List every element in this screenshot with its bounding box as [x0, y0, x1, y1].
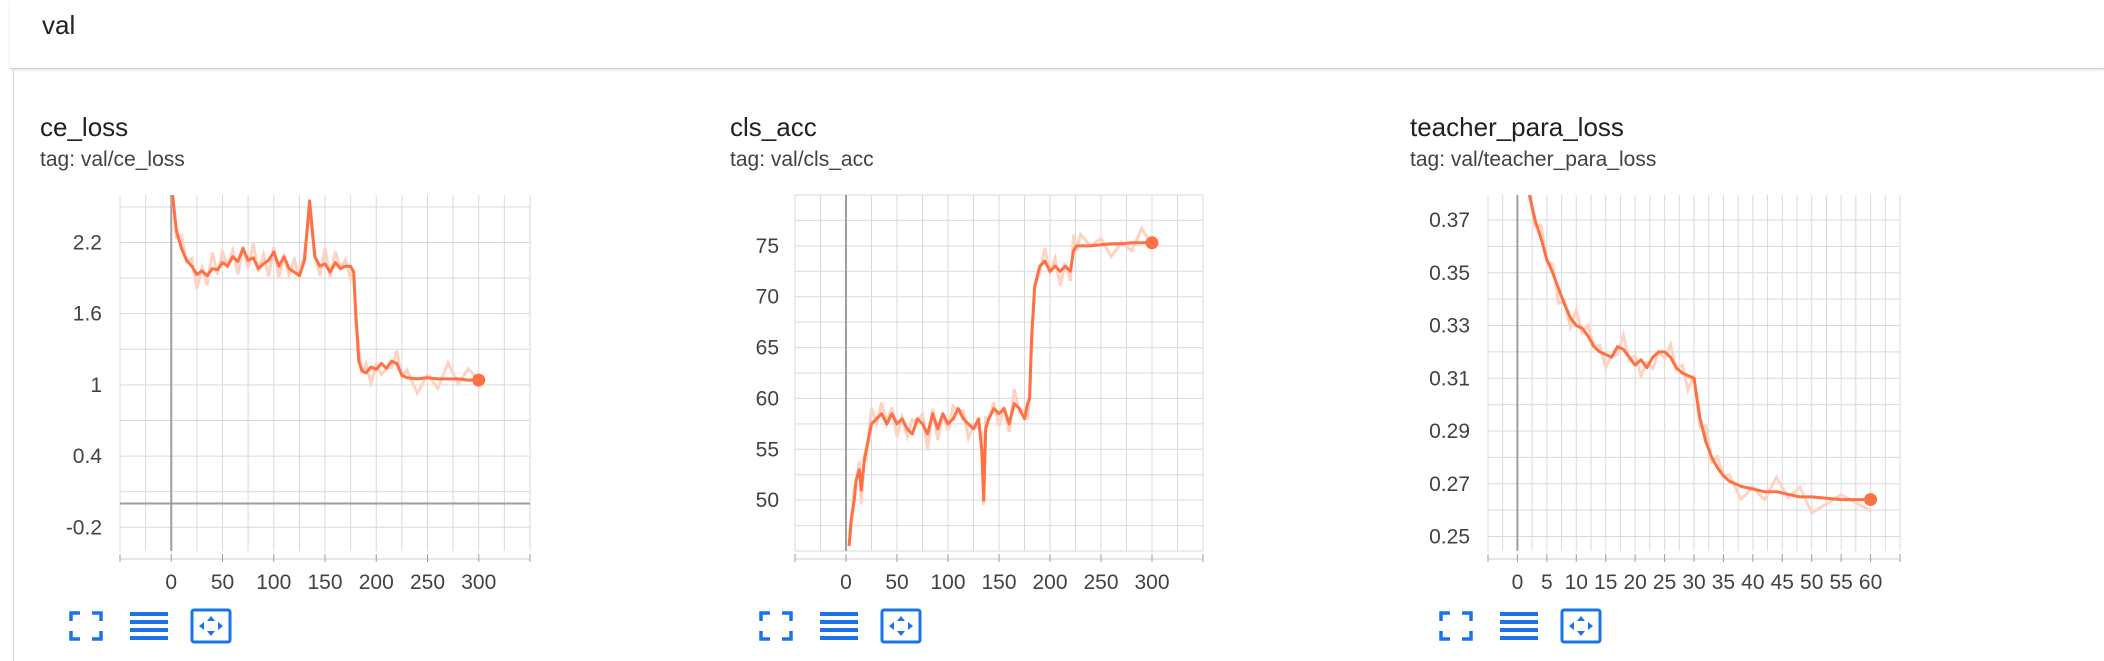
x-tick-label: 50 [211, 571, 234, 594]
y-tick-label: 1.6 [73, 303, 102, 326]
x-tick-label: 60 [1859, 571, 1882, 594]
y-tick-label: 0.37 [1429, 209, 1470, 232]
x-tick-label: 50 [885, 571, 908, 594]
x-tick-label: 5 [1541, 571, 1553, 594]
x-tick-label: 10 [1565, 571, 1588, 594]
chart-card-ce-loss: ce_loss tag: val/ce_loss 0 50 100 150 200 250… [40, 70, 730, 661]
fullscreen-button[interactable] [1435, 608, 1477, 644]
x-tick-label: 20 [1623, 571, 1646, 594]
fit-domain-icon [190, 608, 232, 644]
y-tick-label: 0.33 [1429, 315, 1470, 338]
x-tick-label: 150 [981, 571, 1016, 594]
y-tick-label: 60 [756, 387, 779, 410]
x-tick-label: 250 [410, 571, 445, 594]
x-tick-label: 25 [1653, 571, 1676, 594]
y-tick-label: -0.2 [66, 516, 102, 539]
fullscreen-icon [69, 611, 103, 641]
x-tick-label: 55 [1829, 571, 1852, 594]
fullscreen-icon [1439, 611, 1473, 641]
x-tick-label: 100 [930, 571, 965, 594]
toggle-data-button[interactable] [818, 608, 860, 644]
card-tag: tag: val/cls_acc [730, 148, 874, 171]
y-tick-label: 70 [756, 286, 779, 309]
y-tick-label: 65 [756, 337, 779, 360]
x-tick-label: 40 [1741, 571, 1764, 594]
x-tick-label: 50 [1800, 571, 1823, 594]
fit-domain-icon [1560, 608, 1602, 644]
chart-card-cls-acc: cls_acc tag: val/cls_acc 0 50 100 150 200 250… [730, 70, 1420, 661]
fit-domain-button[interactable] [1560, 608, 1602, 644]
series-line [847, 241, 1152, 547]
x-tick-label: 0 [165, 571, 177, 594]
x-tick-label: 100 [256, 571, 291, 594]
line-chart[interactable]: 0 50 100 150 200 250 300 -0.2 0.4 1 1.6 2.2 [40, 70, 730, 594]
line-chart[interactable]: 0 50 100 150 200 250 300 50 55 60 65 70 75 [730, 70, 1420, 594]
series-raw-line [1527, 195, 1872, 516]
card-tag: tag: val/ce_loss [40, 148, 185, 171]
y-tick-label: 75 [756, 235, 779, 258]
divider [13, 70, 14, 661]
fit-domain-button[interactable] [880, 608, 922, 644]
x-tick-label: 200 [359, 571, 394, 594]
group-header[interactable]: val [10, 0, 2104, 69]
toggle-data-button[interactable] [1498, 608, 1540, 644]
list-icon [1500, 612, 1538, 640]
series-line [1527, 195, 1871, 502]
x-tick-label: 250 [1083, 571, 1118, 594]
card-title: ce_loss [40, 112, 129, 142]
fit-domain-icon [880, 608, 922, 644]
y-tick-label: 0.4 [73, 445, 103, 468]
fullscreen-button[interactable] [65, 608, 107, 644]
list-icon [820, 612, 858, 640]
x-tick-label: 0 [840, 571, 852, 594]
x-tick-label: 15 [1594, 571, 1617, 594]
x-tick-label: 200 [1032, 571, 1067, 594]
x-tick-label: 0 [1512, 571, 1524, 594]
last-point-marker [1864, 493, 1878, 507]
last-point-marker [1145, 236, 1159, 250]
fit-domain-button[interactable] [190, 608, 232, 644]
series-raw-line [847, 225, 1154, 547]
last-point-marker [472, 373, 486, 387]
card-title: cls_acc [730, 112, 817, 142]
x-tick-label: 45 [1771, 571, 1794, 594]
y-tick-label: 2.2 [73, 231, 102, 254]
y-tick-label: 50 [756, 489, 779, 512]
y-tick-label: 0.27 [1429, 473, 1470, 496]
x-tick-label: 300 [1134, 571, 1169, 594]
fullscreen-button[interactable] [755, 608, 797, 644]
x-tick-label: 35 [1712, 571, 1735, 594]
group-title: val [42, 10, 76, 40]
x-tick-label: 150 [307, 571, 342, 594]
list-icon [130, 612, 168, 640]
card-title: teacher_para_loss [1410, 112, 1624, 142]
x-tick-label: 300 [461, 571, 496, 594]
card-tag: tag: val/teacher_para_loss [1410, 148, 1657, 171]
fullscreen-icon [759, 611, 793, 641]
x-tick-label: 30 [1682, 571, 1705, 594]
toggle-data-button[interactable] [128, 608, 170, 644]
y-tick-label: 0.31 [1429, 367, 1470, 390]
series-line [171, 195, 479, 382]
line-chart[interactable]: 0 5 10 15 20 25 30 35 40 45 50 55 60 0.25 0.27 0.29 0.31… [1410, 70, 2100, 594]
y-tick-label: 0.35 [1429, 262, 1470, 285]
y-tick-label: 1 [90, 374, 102, 397]
y-tick-label: 0.29 [1429, 420, 1470, 443]
y-tick-label: 55 [756, 438, 779, 461]
y-tick-label: 0.25 [1429, 525, 1470, 548]
chart-card-teacher-para-loss: teacher_para_loss tag: val/teacher_para_… [1410, 70, 2100, 661]
